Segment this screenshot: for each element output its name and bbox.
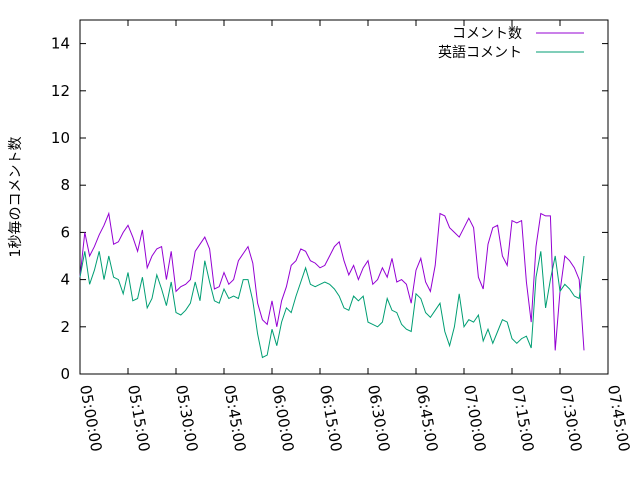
x-tick-label: 05:45:00 xyxy=(220,384,249,453)
x-tick-label: 07:15:00 xyxy=(508,384,537,453)
x-tick-label: 07:00:00 xyxy=(460,384,489,453)
x-tick-label: 05:15:00 xyxy=(124,384,153,453)
y-tick-label: 12 xyxy=(51,82,70,100)
series-line-1 xyxy=(79,251,585,359)
x-tick-label: 05:00:00 xyxy=(76,384,105,453)
plot-area-frame xyxy=(79,19,609,375)
x-tick-label: 06:45:00 xyxy=(412,384,441,453)
x-tick-label: 06:15:00 xyxy=(316,384,345,453)
y-tick-label: 8 xyxy=(60,176,70,194)
x-tick-label: 06:30:00 xyxy=(364,384,393,453)
x-tick-label: 07:45:00 xyxy=(604,384,633,453)
x-tick-label: 07:30:00 xyxy=(556,384,585,453)
x-tick-label: 05:30:00 xyxy=(172,384,201,453)
y-tick-label: 14 xyxy=(51,35,70,53)
x-axis: 05:00:00 05:15:00 05:30:00 05:45:00 06:00:00… xyxy=(76,20,633,453)
series-layer xyxy=(79,211,585,359)
y-axis-label: 1秒毎のコメント数 xyxy=(8,137,24,258)
series-line-0 xyxy=(79,211,585,351)
y-axis: 0 2 4 6 8 10 12 14 xyxy=(51,35,608,383)
y-tick-label: 4 xyxy=(60,271,70,289)
legend-label-0: コメント数 xyxy=(452,26,522,42)
y-tick-label: 0 xyxy=(60,365,70,383)
y-tick-label: 10 xyxy=(51,129,70,147)
y-tick-label: 6 xyxy=(60,223,70,241)
x-tick-label: 06:00:00 xyxy=(268,384,297,453)
y-tick-label: 2 xyxy=(60,318,70,336)
legend-label-1: 英語コメント xyxy=(438,44,522,61)
